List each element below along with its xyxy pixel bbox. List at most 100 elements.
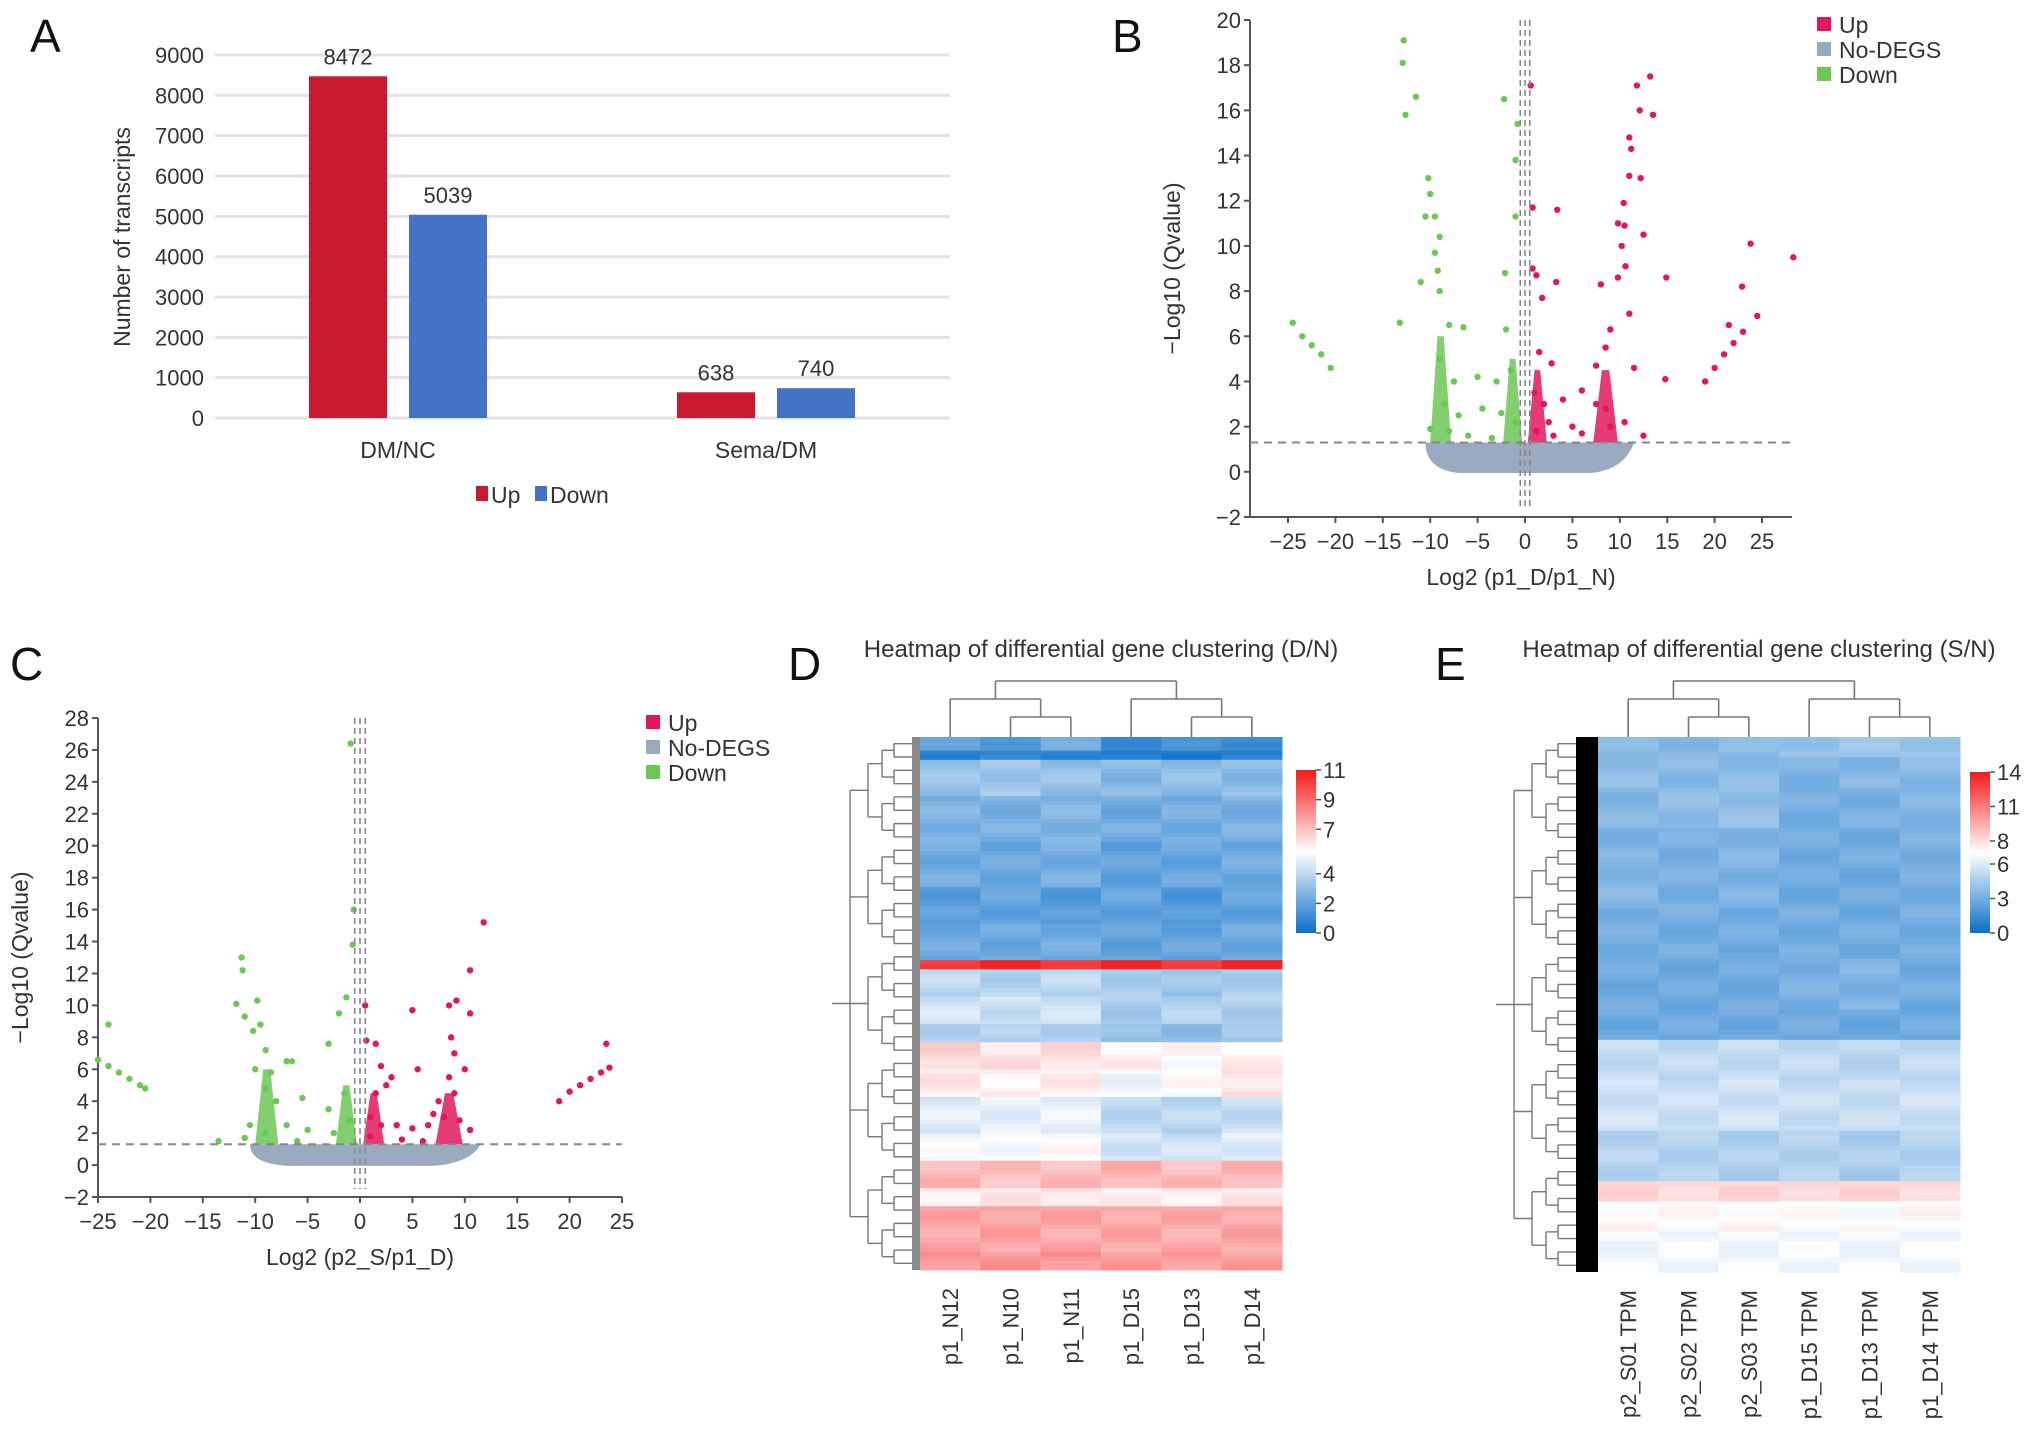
heatmap-cell [980, 882, 1042, 888]
heatmap-cell [1899, 1004, 1961, 1011]
heatmap-cell [980, 860, 1042, 866]
heatmap-cell [1161, 1260, 1223, 1266]
heatmap-cell [1101, 960, 1162, 966]
point-up [1569, 423, 1576, 430]
heatmap-cell [1040, 755, 1102, 761]
heatmap-cell [1040, 1160, 1102, 1166]
heatmap-cell [980, 841, 1042, 847]
heatmap-cell [1101, 1133, 1162, 1139]
heatmap-cell [1899, 1266, 1961, 1273]
heatmap-cell [1101, 932, 1162, 938]
heatmap-cell [1598, 1191, 1659, 1197]
heatmap-cell [1101, 741, 1162, 747]
heatmap-cell [1040, 1174, 1102, 1180]
heatmap-cell [1101, 768, 1162, 774]
heatmap-cell [1598, 802, 1659, 809]
heatmap-cell [1101, 1178, 1162, 1184]
heatmap-cell [980, 1001, 1042, 1007]
heatmap-cell [980, 1078, 1042, 1084]
heatmap-cell [1221, 992, 1283, 998]
heatmap-cell [920, 823, 981, 829]
heatmap-cell [1598, 1009, 1659, 1016]
heatmap-cell [1779, 858, 1840, 864]
heatmap-cell [1899, 1206, 1961, 1212]
heatmap-cell [1161, 1147, 1223, 1153]
heatmap-cell [980, 787, 1042, 793]
heatmap-cell [1899, 893, 1961, 900]
heatmap-cell [1899, 757, 1961, 763]
heatmap-cell [1040, 1128, 1102, 1134]
heatmap-cell [1161, 1151, 1223, 1157]
heatmap-cell [980, 1251, 1042, 1257]
heatmap-cell [1161, 937, 1223, 943]
heatmap-cell [1718, 1216, 1780, 1223]
heatmap-cell [1839, 873, 1901, 879]
heatmap-cell [1779, 1145, 1840, 1152]
heatmap-cell [920, 1119, 981, 1125]
heatmap-cell [1718, 792, 1780, 799]
heatmap-cell [920, 1251, 981, 1257]
heatmap-cell [920, 814, 981, 820]
heatmap-cell [1658, 1085, 1720, 1091]
y-tick-label: 6 [1229, 324, 1241, 349]
heatmap-cell [1839, 812, 1901, 819]
heatmap-cell [1221, 1137, 1283, 1143]
heatmap-cell [1658, 1221, 1720, 1228]
heatmap-cell [1658, 1196, 1720, 1202]
heatmap-cell [980, 796, 1042, 802]
point-down [1502, 326, 1510, 333]
heatmap-cell [980, 973, 1042, 979]
heatmap-cell [1101, 928, 1162, 934]
point-up [1627, 145, 1635, 152]
point-up [1626, 310, 1633, 317]
heatmap-cell [1658, 777, 1720, 783]
heatmap-cell [1899, 1039, 1961, 1046]
heatmap-cell [980, 1256, 1042, 1262]
panel-label-d: D [788, 638, 821, 690]
heatmap-cell [1598, 1125, 1659, 1132]
heatmap-cell [1718, 782, 1780, 788]
heatmap-cell [1718, 1266, 1780, 1273]
heatmap-cell [1598, 893, 1659, 900]
heatmap-cell [1779, 1019, 1840, 1026]
heatmap-cell [920, 1110, 981, 1116]
heatmap-cell [1040, 773, 1102, 779]
bar-up-0 [309, 76, 387, 419]
point-down [1400, 37, 1407, 44]
point-up [566, 1088, 573, 1095]
x-tick-label: −25 [79, 1209, 116, 1234]
heatmap-cell [1040, 1087, 1102, 1093]
heatmap-cell [1221, 887, 1283, 893]
heatmap-cell [980, 1147, 1042, 1153]
y-axis-title: −Log10 (Qvalue) [1159, 183, 1185, 355]
heatmap-cell [1221, 1188, 1283, 1194]
heatmap-cell [1658, 832, 1720, 839]
heatmap-cell [1899, 1065, 1961, 1071]
heatmap-cell [980, 1160, 1042, 1166]
heatmap-cell [1839, 1125, 1901, 1132]
heatmap-cell [920, 1169, 981, 1175]
heatmap-cell [1718, 1160, 1780, 1167]
heatmap-cell [1899, 1085, 1961, 1091]
heatmap-cell [1221, 1147, 1283, 1153]
heatmap-cell [1101, 1229, 1162, 1235]
heatmap-cell [1161, 882, 1223, 888]
heatmap-cell [1040, 1169, 1102, 1175]
heatmap-cell [1598, 1266, 1659, 1273]
x-axis-title: Log2 (p2_S/p1_D) [266, 1244, 454, 1270]
heatmap-e: Heatmap of differential gene clustering … [1496, 636, 2021, 1419]
heatmap-cell [1598, 817, 1659, 824]
point-down [1500, 95, 1508, 103]
heatmap-cell [1161, 1055, 1223, 1061]
heatmap-cell [1658, 802, 1720, 809]
heatmap-cell [1779, 1216, 1840, 1223]
heatmap-cell [1101, 755, 1162, 761]
heatmap-cell [1161, 1037, 1223, 1043]
point-down [1436, 233, 1443, 241]
heatmap-cell [1101, 1174, 1162, 1180]
heatmap-cell [1598, 812, 1659, 819]
heatmap-cell [1101, 1210, 1162, 1216]
heatmap-cell [1040, 841, 1102, 847]
heatmap-cell [1101, 1001, 1162, 1007]
heatmap-cell [1221, 1106, 1283, 1112]
